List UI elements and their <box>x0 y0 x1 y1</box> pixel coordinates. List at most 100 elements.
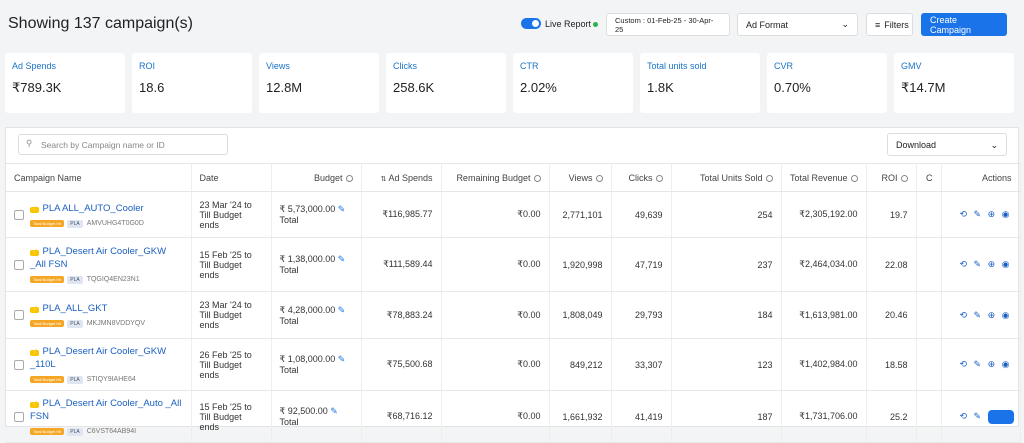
sort-icon: ⇅ <box>380 175 389 183</box>
campaign-name[interactable]: PLA ALL_AUTO_Cooler <box>42 202 144 214</box>
row-checkbox[interactable] <box>14 411 24 422</box>
date-cell: 15 Feb '25 to Till Budget ends <box>191 390 272 443</box>
chat-button[interactable] <box>988 410 1014 424</box>
create-campaign[interactable]: Create Campaign <box>921 13 1007 36</box>
campaign-name-line: ⚡ PLA_Desert Air Cooler_Auto _All FSN <box>30 397 183 423</box>
column-header: Total Units Sold <box>671 163 782 192</box>
date-from: 26 Feb '25 to <box>199 349 252 360</box>
campaign-name-line: ⚡ PLA_Desert Air Cooler_GKW _All FSN <box>30 245 183 271</box>
date-range[interactable]: Custom : 01-Feb-25 - 30-Apr-25 <box>606 13 730 36</box>
column-header-text: C <box>926 172 933 183</box>
campaign-details: ⚡ PLA_ALL_GKT Total Budget Hit PLA MKJMN8VDD… <box>30 302 145 328</box>
search-placeholder: Search by Campaign name or ID <box>41 140 165 150</box>
download-select[interactable]: Download ⌄ <box>887 133 1007 156</box>
ad-spends-cell: ₹78,883.24 <box>361 291 442 339</box>
budget-type: Total <box>279 417 299 427</box>
action-icons[interactable]: ⟲ ✎ ⊕ ◉ <box>959 411 1012 421</box>
budget-amount: ₹ 92,500.00 <box>279 406 328 416</box>
column-header: Date <box>191 163 272 192</box>
column-header-text: Total Revenue <box>789 172 848 183</box>
date-to: Till Budget ends <box>199 209 242 230</box>
revenue-cell: ₹1,731,706.00 <box>781 390 867 443</box>
clicks-cell: 29,793 <box>611 291 672 339</box>
budget-cell: ₹ 5,73,000.00 ✎ Total <box>271 191 362 238</box>
filters-button[interactable]: ≡ Filters <box>866 13 913 36</box>
budget-line: ₹ 4,28,000.00 ✎ <box>280 305 353 316</box>
live-toggle[interactable] <box>521 18 541 29</box>
campaign-info: ⚡ PLA_ALL_GKT Total Budget Hit PLA MKJMN8VDD… <box>14 302 183 328</box>
edit-budget[interactable]: ✎ <box>335 254 346 264</box>
date-to: Till Budget ends <box>199 411 242 432</box>
date-from: 23 Mar '24 to <box>199 300 252 310</box>
campaign-meta: Total Budget Hit PLA AMVUHG4T0G0D <box>30 217 144 228</box>
row-checkbox[interactable] <box>14 209 24 220</box>
date-cell: 15 Feb '25 to Till Budget ends <box>191 237 272 292</box>
action-icons[interactable]: ⟲ ✎ ⊕ ◉ <box>959 359 1012 369</box>
column-header-text: Clicks <box>628 172 653 183</box>
bolt-icon: ⚡ <box>30 206 40 213</box>
budget-amount: ₹ 5,73,000.00 <box>279 204 336 214</box>
edit-budget[interactable]: ✎ <box>335 304 346 315</box>
column-header: Actions <box>941 163 1021 192</box>
metric-card: CVR 0.70% <box>767 53 887 113</box>
page: Showing 137 campaign(s) Live Report Cust… <box>5 13 1021 443</box>
live-dot <box>593 22 598 27</box>
budget-line: ₹ 92,500.00 ✎ <box>280 406 353 417</box>
campaign-id: STIQY9IAHE64 <box>86 376 136 383</box>
metric-card: CTR 2.02% <box>513 53 633 113</box>
search-box[interactable]: ⚲ Search by Campaign name or ID <box>18 134 228 155</box>
row-checkbox[interactable] <box>14 310 24 320</box>
campaign-name[interactable]: PLA_ALL_GKT <box>42 303 108 314</box>
campaign-id: AMVUHG4T0G0D <box>86 219 144 227</box>
campaign-name[interactable]: PLA_Desert Air Cooler_Auto _All FSN <box>30 398 182 422</box>
edit-budget[interactable]: ✎ <box>327 406 338 416</box>
campaign-details: ⚡ PLA_Desert Air Cooler_Auto _All FSN Tota… <box>30 397 183 436</box>
table-panel: ⚲ Search by Campaign name or ID Download ⌄… <box>5 127 1021 443</box>
date-from: 15 Feb '25 to <box>199 249 252 260</box>
campaign-name-line: ⚡ PLA_ALL_GKT <box>30 302 145 315</box>
actions-cell: ⟲ ✎ ⊕ ◉ <box>941 291 1021 339</box>
campaign-id: MKJMN8VDDYQV <box>86 320 146 327</box>
campaign-name-line: ⚡ PLA_Desert Air Cooler_GKW _110L <box>30 345 183 371</box>
bolt-icon: ⚡ <box>30 307 40 313</box>
remaining-cell: ₹0.00 <box>441 390 550 443</box>
units-cell: 237 <box>671 237 782 292</box>
clicks-cell: 33,307 <box>611 338 672 391</box>
metric-value: 18.6 <box>139 80 165 95</box>
column-header: C <box>916 163 942 192</box>
row-checkbox[interactable] <box>14 259 24 270</box>
type-tag: PLA <box>67 219 83 228</box>
ad-format-select[interactable]: Ad Format ⌄ <box>737 13 858 36</box>
status-badge: Total Budget Hit <box>30 428 65 435</box>
column-header: ⇅ Ad Spends <box>361 163 442 192</box>
actions-cell: ⟲ ✎ ⊕ ◉ <box>941 237 1021 292</box>
action-icons[interactable]: ⟲ ✎ ⊕ ◉ <box>959 209 1012 219</box>
bolt-icon: ⚡ <box>30 350 40 356</box>
roi-cell: 19.7 <box>866 191 917 238</box>
edit-budget[interactable]: ✎ <box>335 204 346 214</box>
column-header: Clicks <box>611 163 672 192</box>
remaining-cell: ₹0.00 <box>441 338 550 391</box>
clicks-cell: 49,639 <box>611 191 672 238</box>
status-badge: Total Budget Hit <box>30 276 65 283</box>
budget-line: ₹ 5,73,000.00 ✎ <box>280 204 353 215</box>
date-cell: 23 Mar '24 to Till Budget ends <box>191 291 272 339</box>
action-icons[interactable]: ⟲ ✎ ⊕ ◉ <box>959 309 1012 320</box>
campaign-name[interactable]: PLA_Desert Air Cooler_GKW _All FSN <box>30 246 167 270</box>
action-icons[interactable]: ⟲ ✎ ⊕ ◉ <box>959 259 1012 269</box>
views-cell: 849,212 <box>549 338 612 391</box>
campaign-name[interactable]: PLA_Desert Air Cooler_GKW _110L <box>30 346 167 370</box>
column-header-text: Views <box>568 172 593 183</box>
campaign-info: ⚡ PLA ALL_AUTO_Cooler Total Budget Hit PLA A… <box>14 202 183 228</box>
metric-label: Clicks <box>393 61 417 71</box>
campaign-table: Campaign Name Date Budget ⇅ Ad Spends Remain… <box>6 163 1021 443</box>
views-cell: 1,808,049 <box>549 291 612 339</box>
ad-spends-cell: ₹111,589.44 <box>361 237 442 292</box>
row-checkbox[interactable] <box>14 359 24 370</box>
campaign-id: TQGIQ4EN23N1 <box>86 276 140 283</box>
ad-spends-cell: ₹68,716.12 <box>361 390 442 443</box>
date-cell: 26 Feb '25 to Till Budget ends <box>191 338 272 391</box>
edit-budget[interactable]: ✎ <box>335 354 346 364</box>
revenue-cell: ₹2,464,034.00 <box>781 237 867 292</box>
metric-label: Total units sold <box>647 61 707 71</box>
